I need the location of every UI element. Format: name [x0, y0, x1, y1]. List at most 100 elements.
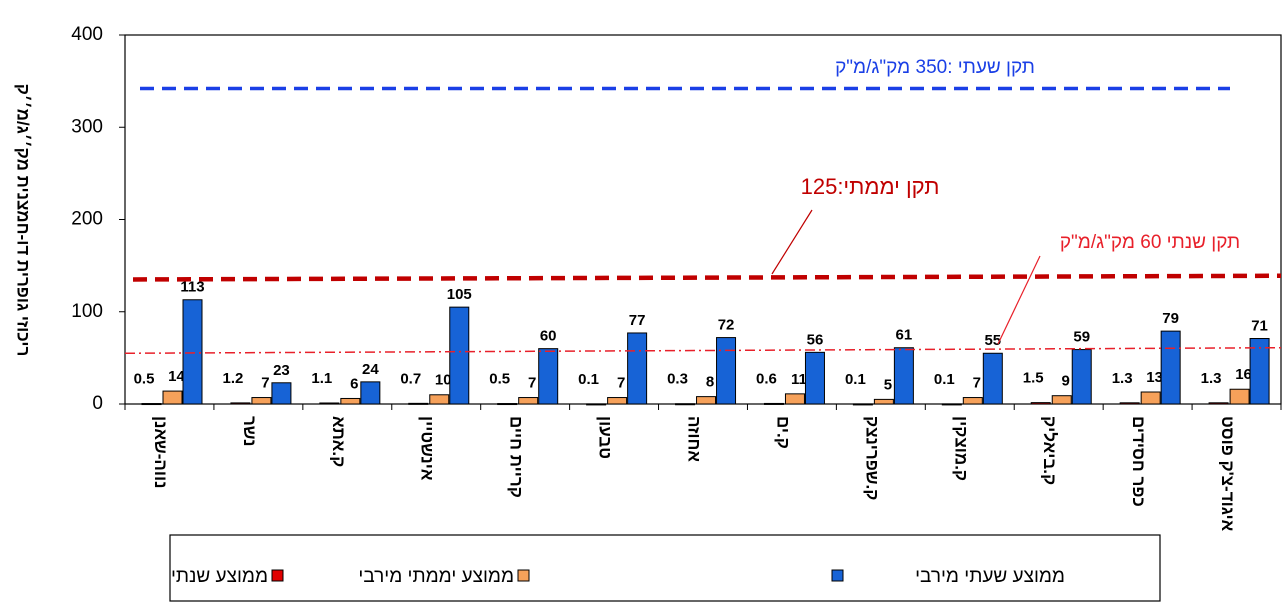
bar	[497, 403, 518, 406]
x-tick-label: אחוזה	[685, 416, 704, 462]
y-tick-label: 0	[92, 393, 103, 414]
value-label: 0.5	[489, 371, 510, 388]
value-label: 1.3	[1201, 370, 1222, 387]
value-label: 113	[180, 279, 204, 296]
bar	[1140, 391, 1161, 405]
bar	[1071, 349, 1092, 405]
bar	[1208, 402, 1229, 405]
reference-label: תקן שנתי 60 מק"ג/מ"ק	[1060, 232, 1240, 253]
reference-line	[132, 273, 1282, 282]
value-label: 79	[1162, 310, 1179, 327]
y-tick-label: 400	[71, 24, 103, 45]
value-label: 72	[718, 317, 735, 334]
value-label: 71	[1251, 317, 1268, 334]
value-label: 60	[540, 328, 557, 345]
legend-box	[169, 534, 1161, 602]
value-label: 0.1	[934, 371, 955, 388]
x-tick-label: איגוד-צ'ק פוסט	[1218, 416, 1237, 532]
bar	[804, 351, 825, 405]
value-label: 55	[984, 332, 1001, 349]
annotation-leader	[997, 255, 1041, 345]
value-label: 1.5	[1023, 370, 1044, 387]
value-label: 7	[528, 375, 536, 392]
legend-label: ממוצע שעתי מירבי	[915, 566, 1065, 587]
bar	[360, 381, 381, 405]
bar	[941, 403, 962, 406]
legend-label: ממוצע יממתי מירבי	[358, 566, 514, 587]
y-axis-title: ריכוזי גופרית דו-חמצנית מק׳׳ג/מ׳׳ק	[14, 84, 33, 357]
bar	[429, 394, 450, 405]
value-label: 24	[362, 361, 379, 378]
bar	[716, 337, 737, 405]
value-label: 0.1	[578, 371, 599, 388]
bar	[538, 348, 559, 405]
bar	[893, 347, 914, 405]
bar	[1229, 388, 1250, 405]
bar	[271, 382, 292, 405]
bar	[1030, 402, 1051, 405]
value-label: 7	[973, 375, 981, 392]
x-tick-label: קריית חיים	[507, 416, 526, 498]
legend-swatch	[517, 569, 530, 582]
value-label: 8	[706, 374, 714, 391]
bar	[763, 402, 784, 405]
bar	[230, 402, 251, 405]
value-label: 10	[435, 372, 452, 389]
y-tick-label: 200	[71, 209, 103, 230]
value-label: 5	[884, 376, 892, 393]
value-label: 61	[896, 327, 913, 344]
bar	[518, 397, 539, 405]
bar	[873, 398, 894, 405]
value-label: 1.3	[1112, 370, 1133, 387]
value-label: 0.7	[400, 370, 421, 387]
bar	[784, 393, 805, 405]
annotation-leader	[771, 209, 813, 275]
value-label: 105	[447, 286, 472, 303]
value-label: 59	[1073, 329, 1090, 346]
value-label: 7	[617, 375, 625, 392]
value-label: 7	[261, 375, 269, 392]
bar	[1051, 395, 1072, 405]
bar	[696, 396, 717, 405]
bar	[586, 403, 607, 406]
x-tick-label: ק.ביאליק	[1040, 416, 1059, 485]
bar	[982, 352, 1003, 405]
value-label: 0.3	[667, 371, 688, 388]
legend-swatch	[831, 569, 844, 582]
bar	[408, 402, 429, 405]
bar	[675, 403, 696, 406]
bar	[162, 390, 183, 405]
x-tick-label: ק.שפרינצק	[862, 416, 881, 500]
value-label: 0.6	[756, 370, 777, 387]
x-tick-label: נווה-שאנן	[151, 416, 170, 488]
x-tick-label: ק.אתא	[329, 416, 348, 467]
bar	[962, 397, 983, 405]
value-label: 14	[168, 368, 185, 385]
bar	[182, 299, 203, 405]
y-tick-label: 300	[71, 116, 103, 137]
y-tick-label: 100	[71, 301, 103, 322]
bar	[449, 306, 470, 405]
bar	[852, 403, 873, 406]
value-label: 6	[350, 375, 358, 392]
x-tick-label: ק.מוצקין	[951, 416, 970, 481]
value-label: 23	[273, 362, 290, 379]
bar	[1119, 402, 1140, 405]
bar	[607, 397, 628, 405]
x-tick-label: טבעון	[596, 416, 615, 459]
reference-label: תקן שעתי :350 מק"ג/מ"ק	[835, 57, 1035, 78]
x-tick-label: כפר חסידים	[1129, 416, 1148, 507]
x-tick-label: אינשטיין	[418, 416, 437, 481]
bar	[627, 332, 648, 405]
bar	[141, 403, 162, 406]
value-label: 1.2	[222, 370, 243, 387]
legend-label: ממוצע שנתי	[171, 566, 268, 587]
value-label: 0.5	[134, 371, 155, 388]
value-label: 1.1	[311, 370, 332, 387]
x-tick-label: ק.ים	[773, 416, 792, 449]
bar	[1249, 338, 1270, 405]
value-label: 13	[1146, 369, 1163, 386]
reference-line	[124, 346, 1282, 355]
reference-label: תקן יממתי:125	[801, 174, 940, 199]
